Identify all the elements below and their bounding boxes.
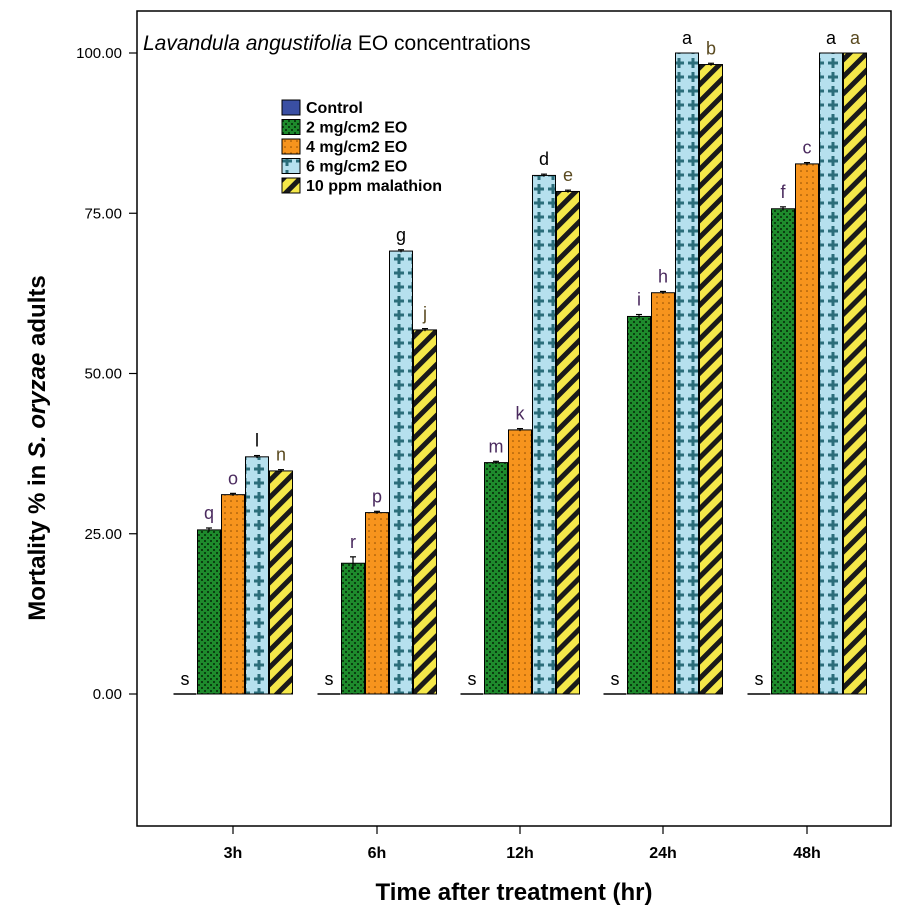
significance-letter: l [255,431,259,451]
legend-swatch [281,119,301,135]
y-tick-label: 75.00 [84,205,122,222]
bar [651,292,675,695]
significance-letter: a [682,28,693,48]
legend: Control 2 mg/cm2 EO 4 mg/cm2 EO 6 mg/cm2 EO… [281,99,442,195]
legend-swatch [281,138,301,155]
significance-letter: d [539,149,549,169]
y-tick-label: 0.00 [93,686,122,703]
significance-letter: g [396,225,406,245]
x-axis-ticks: 3h 6h 12h 24h 48h [224,826,821,862]
y-axis-ticks: 0.00 25.00 50.00 75.00 100.00 [76,45,137,703]
legend-swatch [281,177,301,194]
significance-letter: j [422,304,427,324]
y-axis-title: Mortality % in S. oryzae adults [24,275,51,620]
bar [819,52,843,695]
significance-letter: e [563,165,573,185]
x-axis-title: Time after treatment (hr) [376,879,653,906]
legend-swatch [281,158,301,174]
significance-letter: h [658,266,668,286]
bar [341,562,365,695]
legend-label: 10 ppm malathion [306,178,442,195]
legend-swatch [281,99,301,116]
bar [675,52,699,695]
y-tick-label: 100.00 [76,45,122,62]
significance-letter: i [637,290,641,310]
bar [197,529,221,695]
significance-letter: f [780,182,786,202]
bar [484,462,508,695]
bar [771,208,795,695]
bar [389,250,413,695]
bar [413,329,437,695]
x-tick-label: 48h [793,845,821,862]
significance-letter: a [850,28,861,48]
significance-letter: r [350,532,356,552]
bar [532,174,556,695]
significance-letter: s [755,669,764,689]
legend-label: 4 mg/cm2 EO [306,139,407,156]
bar [627,315,651,695]
significance-letter: n [276,445,286,465]
bars [173,52,867,695]
bar [556,190,580,695]
significance-letter: b [706,38,716,58]
bar [269,470,293,695]
bar [699,64,723,695]
bar [365,512,389,695]
y-tick-label: 25.00 [84,526,122,543]
significance-letter: s [325,669,334,689]
bar [221,494,245,695]
bar [245,456,269,695]
significance-letter: p [372,486,382,506]
significance-letter: q [204,503,214,523]
x-tick-label: 3h [224,845,243,862]
bar [795,163,819,695]
legend-label: 2 mg/cm2 EO [306,120,407,137]
x-tick-label: 24h [649,845,677,862]
significance-letter: o [228,468,238,488]
y-tick-label: 50.00 [84,366,122,383]
chart-title: Lavandula angustifolia EO concentrations [143,32,531,55]
legend-label: Control [306,100,363,117]
legend-label: 6 mg/cm2 EO [306,159,407,176]
x-tick-label: 12h [506,845,534,862]
bar [508,429,532,695]
significance-letter: k [516,404,526,424]
significance-letter: s [611,669,620,689]
significance-letter: s [181,669,190,689]
x-tick-label: 6h [368,845,387,862]
significance-letter: s [468,669,477,689]
bar [843,52,867,695]
significance-letter: m [489,436,504,456]
significance-letter: c [803,138,812,158]
significance-letter: a [826,28,837,48]
